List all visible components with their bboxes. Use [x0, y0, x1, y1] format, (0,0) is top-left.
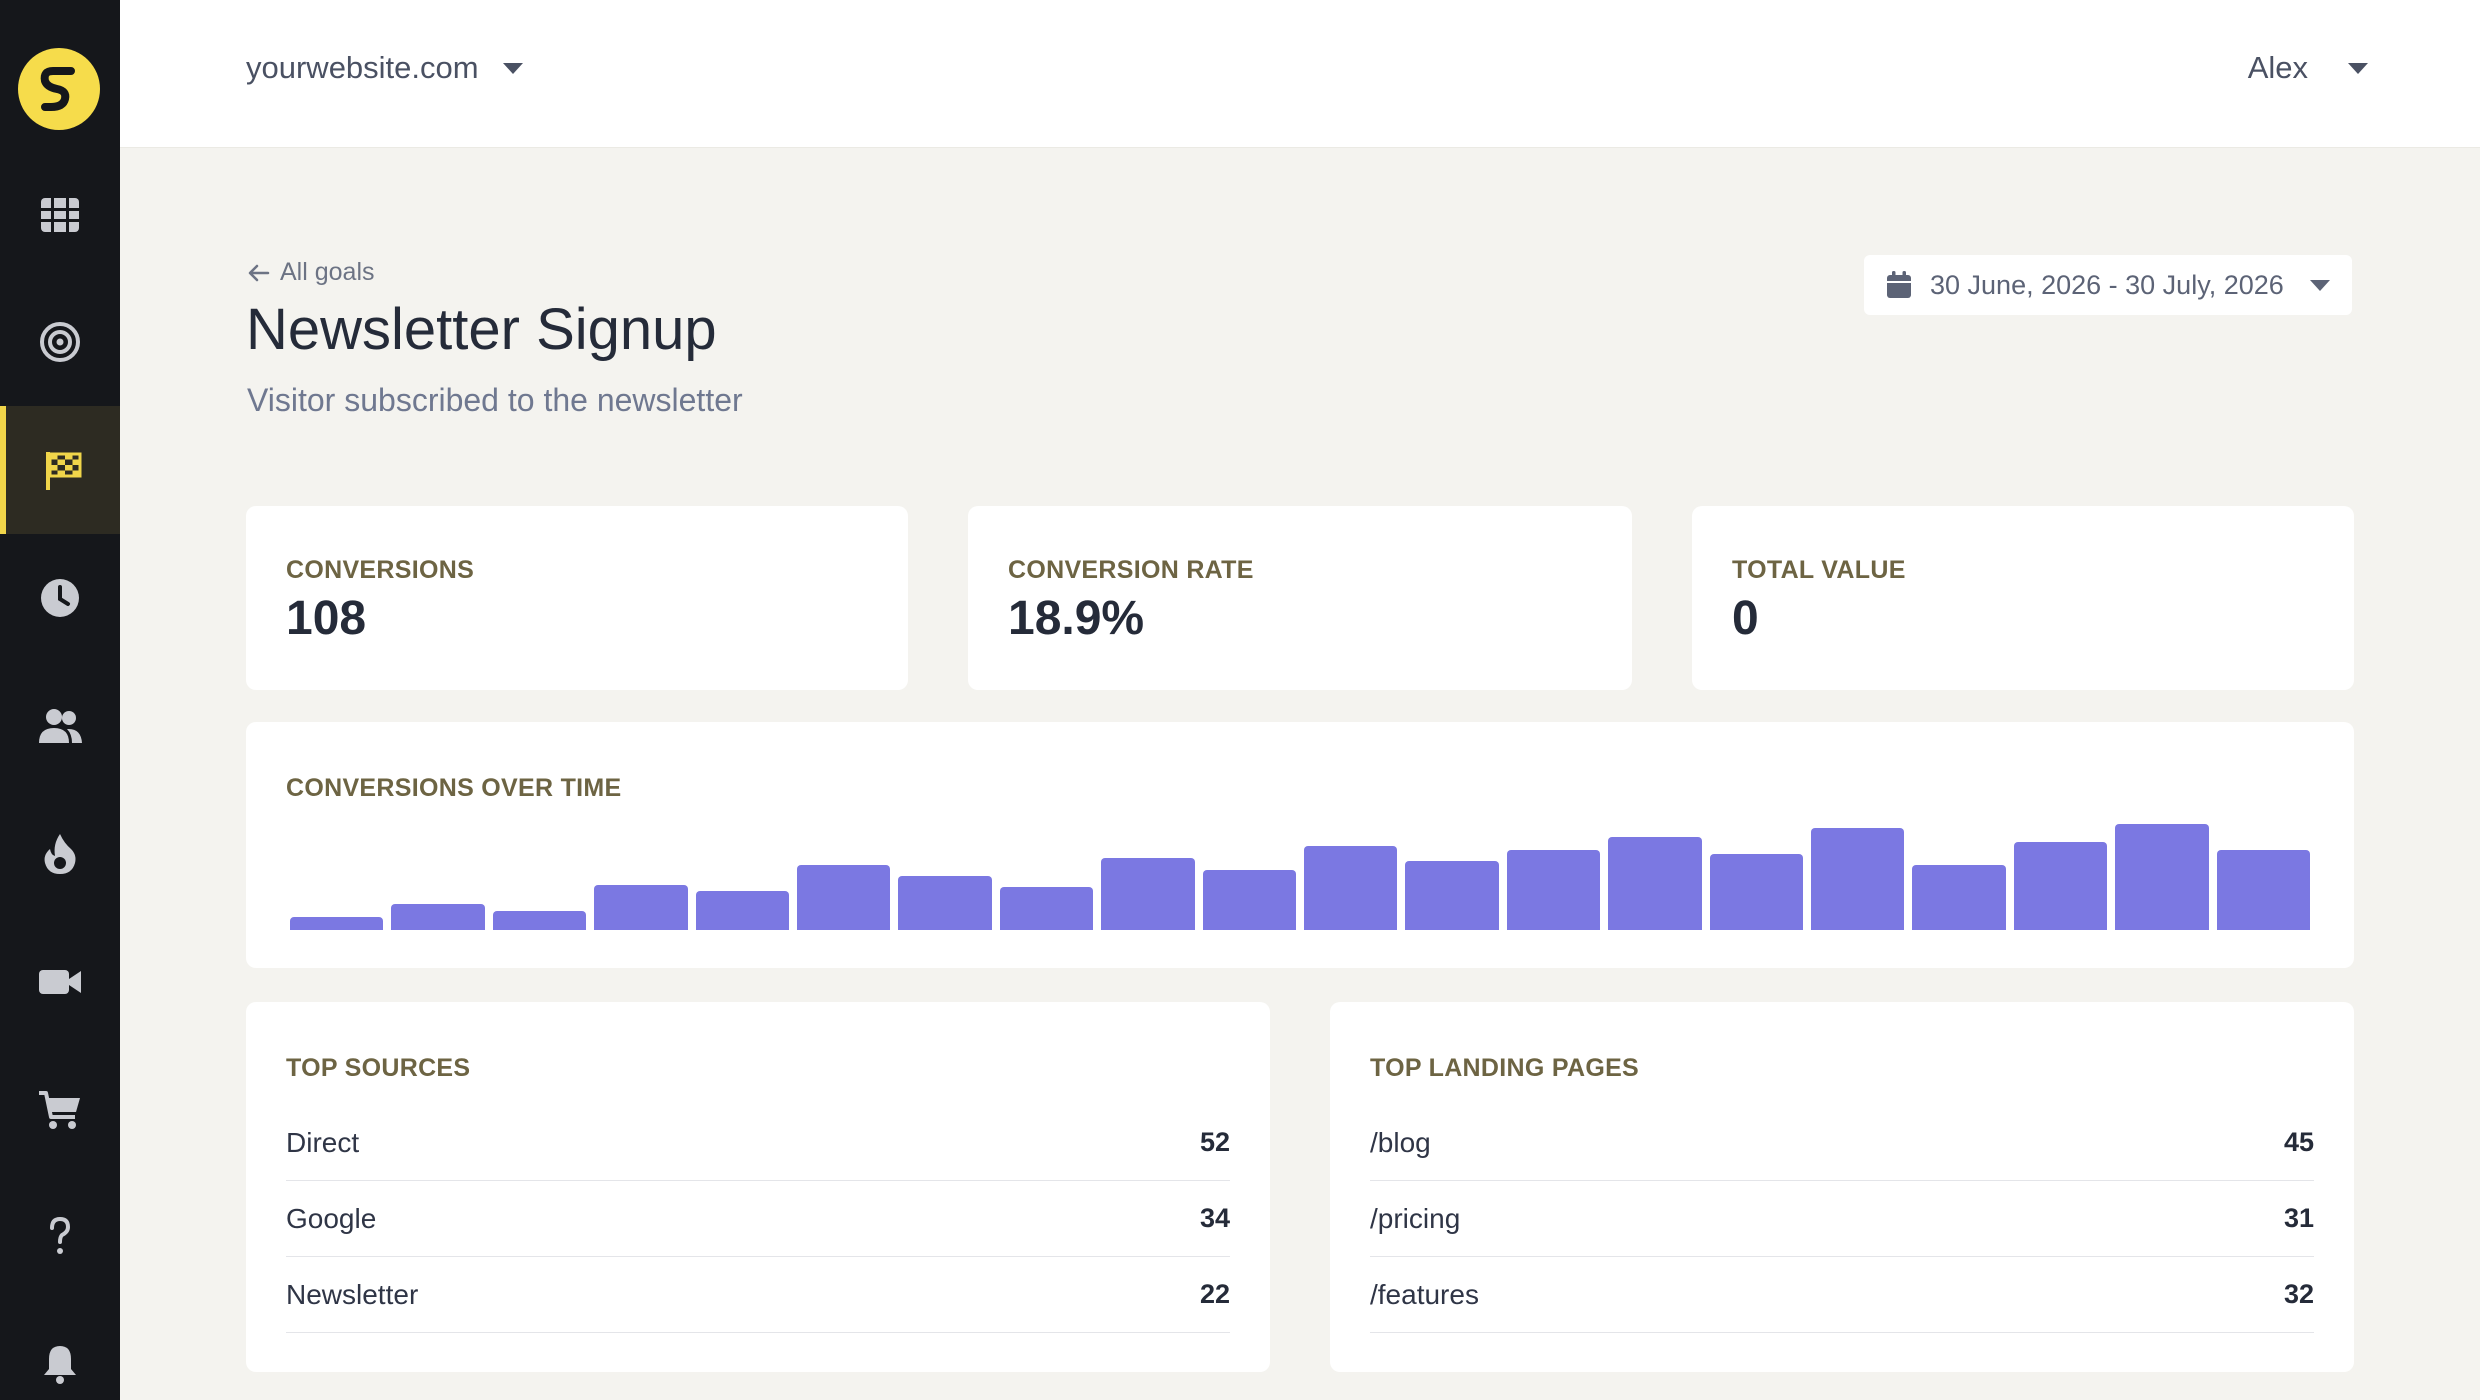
conversions-chart-card: CONVERSIONS OVER TIME	[246, 722, 2354, 968]
chart-bar[interactable]	[1912, 865, 2006, 930]
site-name: yourwebsite.com	[246, 50, 479, 85]
nav-visitors[interactable]	[0, 662, 120, 790]
chart-bar[interactable]	[1709, 854, 1803, 930]
target-icon	[40, 322, 80, 362]
list-item[interactable]: Newsletter 22	[286, 1257, 1230, 1333]
chart-bar[interactable]	[898, 876, 992, 930]
calendar-icon	[1887, 271, 1911, 298]
chart-bar[interactable]	[1101, 858, 1195, 930]
nav-goals[interactable]	[0, 406, 120, 534]
landing-page-path: /blog	[1370, 1126, 1431, 1158]
chart-bar[interactable]	[999, 887, 1094, 930]
video-icon	[39, 970, 81, 994]
top-sources-card: TOP SOURCES Direct 52 Google 34 Newslett…	[246, 1002, 1270, 1372]
chart-bar[interactable]	[1608, 837, 1702, 930]
list-item[interactable]: /pricing 31	[1370, 1181, 2314, 1257]
nav-ecommerce[interactable]	[0, 1046, 120, 1174]
back-link-label: All goals	[280, 258, 375, 286]
date-range-picker[interactable]: 30 June, 2026 - 30 July, 2026	[1864, 255, 2352, 315]
clock-icon	[41, 579, 79, 617]
landing-page-count: 31	[2283, 1203, 2314, 1233]
top-bar: yourwebsite.com Alex	[120, 0, 2480, 148]
chart-bar[interactable]	[2115, 824, 2209, 930]
chart-bar[interactable]	[1202, 870, 1296, 930]
top-landing-pages-title: TOP LANDING PAGES	[1370, 1054, 1640, 1082]
stat-card-conversions: CONVERSIONS 108	[246, 506, 908, 690]
bell-icon	[44, 1346, 76, 1384]
nav-targets[interactable]	[0, 278, 120, 406]
landing-page-count: 45	[2283, 1127, 2314, 1157]
grid-icon	[41, 198, 79, 232]
source-count: 22	[1199, 1279, 1230, 1309]
chart-bar[interactable]	[391, 904, 485, 930]
chart-bar[interactable]	[2013, 842, 2108, 930]
help-icon	[50, 1216, 71, 1254]
nav-heatmaps[interactable]	[0, 790, 120, 918]
chart-bar[interactable]	[797, 865, 891, 930]
back-to-goals-link[interactable]: All goals	[248, 258, 375, 287]
stat-label: CONVERSIONS	[286, 556, 475, 584]
stat-card-total-value: TOTAL VALUE 0	[1692, 506, 2354, 690]
stat-value: 108	[286, 592, 367, 645]
stat-label: CONVERSION RATE	[1008, 556, 1254, 584]
chart-bar[interactable]	[1811, 828, 1905, 930]
chart-title: CONVERSIONS OVER TIME	[286, 774, 622, 802]
stat-value: 0	[1732, 592, 1759, 645]
list-item[interactable]: /features 32	[1370, 1257, 2314, 1333]
chevron-down-icon	[2348, 62, 2368, 74]
chart-bar[interactable]	[2216, 850, 2310, 930]
page-title: Newsletter Signup	[246, 297, 717, 362]
chart-bar[interactable]	[1405, 861, 1499, 930]
users-icon	[39, 709, 82, 743]
chart-bar[interactable]	[492, 911, 587, 930]
stat-label: TOTAL VALUE	[1732, 556, 1906, 584]
list-item[interactable]: Google 34	[286, 1181, 1230, 1257]
logo-icon[interactable]	[18, 48, 100, 130]
nav-notifications[interactable]	[0, 1300, 120, 1400]
list-item[interactable]: /blog 45	[1370, 1105, 2314, 1181]
source-name: Newsletter	[286, 1278, 419, 1310]
top-sources-title: TOP SOURCES	[286, 1054, 471, 1082]
page-subtitle: Visitor subscribed to the newsletter	[247, 382, 743, 418]
landing-page-path: /features	[1370, 1278, 1479, 1310]
site-selector[interactable]: yourwebsite.com	[246, 50, 523, 86]
top-landing-pages-card: TOP LANDING PAGES /blog 45 /pricing 31 /…	[1330, 1002, 2354, 1372]
source-name: Direct	[286, 1126, 360, 1158]
nav-history[interactable]	[0, 534, 120, 662]
chevron-down-icon	[502, 62, 523, 74]
cart-icon	[39, 1091, 80, 1129]
nav-help[interactable]	[0, 1172, 120, 1300]
conversions-bar-chart	[286, 820, 2314, 930]
chart-bar[interactable]	[290, 917, 384, 930]
checkered-flag-icon	[46, 452, 82, 490]
stat-card-conversion-rate: CONVERSION RATE 18.9%	[968, 506, 1632, 690]
arrow-left-icon	[248, 264, 270, 281]
landing-page-path: /pricing	[1370, 1202, 1461, 1234]
source-count: 52	[1199, 1127, 1230, 1157]
chart-bar[interactable]	[1506, 850, 1601, 930]
user-menu[interactable]: Alex	[2248, 50, 2368, 86]
landing-page-count: 32	[2283, 1279, 2314, 1309]
chart-bar[interactable]	[695, 891, 789, 930]
sidebar	[0, 0, 120, 1400]
source-count: 34	[1199, 1203, 1230, 1233]
date-range-value: 30 June, 2026 - 30 July, 2026	[1930, 269, 2284, 300]
flame-icon	[44, 834, 76, 874]
nav-dashboard[interactable]	[0, 151, 120, 279]
chevron-down-icon	[2310, 279, 2330, 291]
nav-recordings[interactable]	[0, 918, 120, 1046]
user-name: Alex	[2247, 50, 2308, 85]
chart-bar[interactable]	[1304, 846, 1398, 930]
stat-value: 18.9%	[1008, 592, 1145, 645]
chart-bar[interactable]	[594, 885, 688, 930]
list-item[interactable]: Direct 52	[286, 1105, 1230, 1181]
source-name: Google	[286, 1202, 377, 1234]
